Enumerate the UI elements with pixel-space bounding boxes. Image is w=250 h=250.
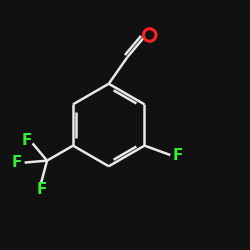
Text: F: F [172, 148, 182, 162]
Text: F: F [22, 134, 32, 148]
Text: F: F [36, 182, 47, 197]
Text: F: F [12, 155, 22, 170]
